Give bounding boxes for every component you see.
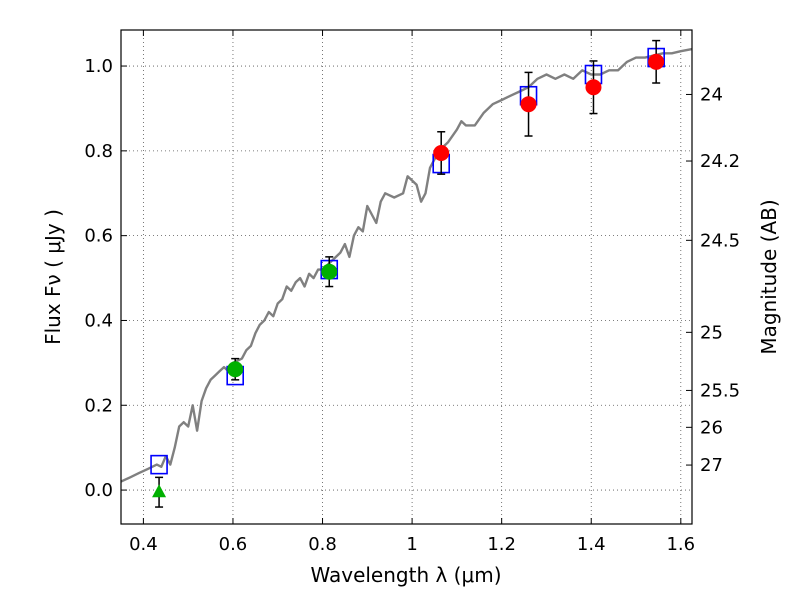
y-tick-label: 0.2 [84, 395, 113, 416]
y-tick-label: 0.4 [84, 310, 113, 331]
y-axis-label: Flux Fν ( μJy ) [41, 209, 65, 345]
observed-nir-point [648, 53, 665, 70]
magnitude-tick-label: 24.2 [700, 151, 740, 172]
x-tick-label: 1.6 [666, 534, 695, 555]
x-tick-label: 0.8 [308, 534, 337, 555]
observed-nir-point [520, 96, 537, 113]
y-tick-label: 0.6 [84, 226, 113, 247]
observed-nir-point [585, 79, 602, 96]
x-tick-label: 1 [406, 534, 417, 555]
x-tick-label: 1.4 [577, 534, 606, 555]
magnitude-tick-label: 24 [700, 84, 723, 105]
magnitude-tick-label: 24.5 [700, 230, 740, 251]
x-axis-label: Wavelength λ (μm) [310, 563, 501, 587]
upper-limit-triangle [152, 484, 167, 498]
y-tick-label: 0.8 [84, 141, 113, 162]
magnitude-tick-label: 26 [700, 417, 723, 438]
y2-axis-label: Magnitude (AB) [757, 199, 781, 354]
observed-optical-point [227, 361, 244, 378]
x-tick-label: 1.2 [487, 534, 516, 555]
magnitude-tick-label: 25 [700, 322, 723, 343]
y-tick-label: 0.0 [84, 480, 113, 501]
grid [121, 30, 692, 524]
plot-frame [120, 29, 693, 525]
plot-area [120, 39, 693, 508]
observed-optical-point [321, 263, 338, 280]
model-template-line [120, 47, 693, 483]
axes: 0.4 0.6 0.8 1 1.2 1.4 1.6 0.0 0.2 0.4 0.6 0.8 1.0 24 2… [84, 30, 740, 555]
magnitude-tick-label: 25.5 [700, 380, 740, 401]
model-flux-square [150, 454, 168, 475]
x-tick-label: 0.4 [129, 534, 158, 555]
magnitude-tick-label: 27 [700, 455, 723, 476]
observed-nir-point [433, 144, 450, 161]
x-tick-label: 0.6 [219, 534, 248, 555]
y-tick-label: 1.0 [84, 56, 113, 77]
